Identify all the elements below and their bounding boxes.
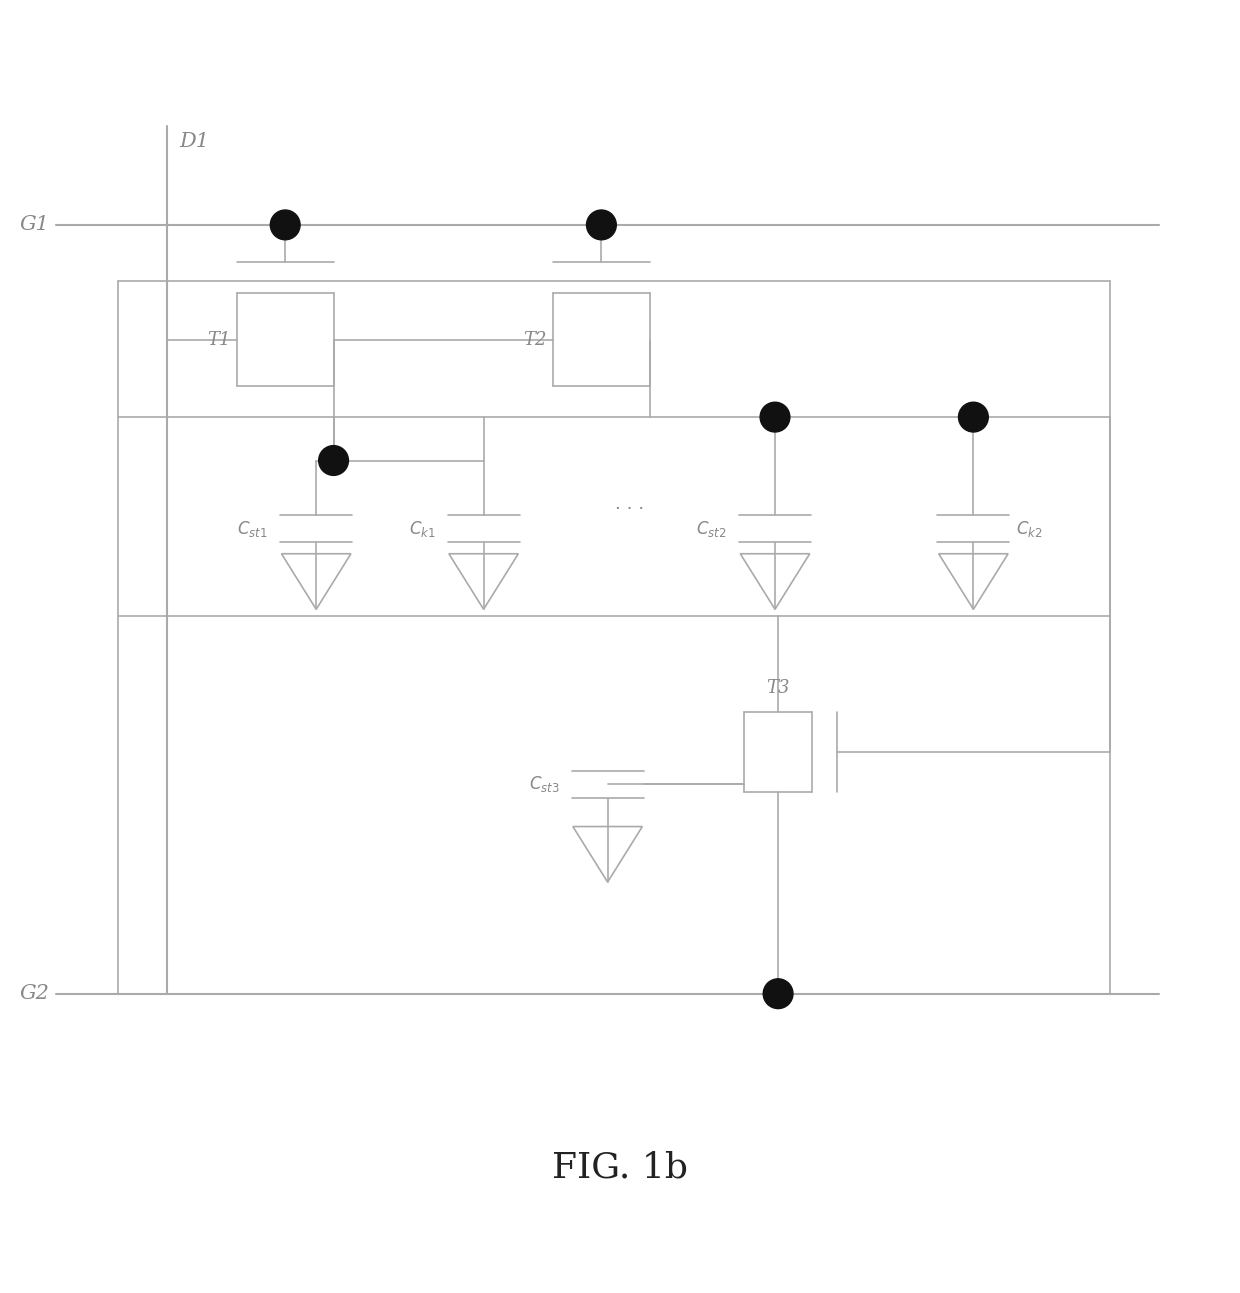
Circle shape xyxy=(587,209,616,239)
Text: FIG. 1b: FIG. 1b xyxy=(552,1151,688,1184)
Text: G2: G2 xyxy=(20,984,50,1003)
Circle shape xyxy=(959,402,988,432)
Circle shape xyxy=(270,209,300,239)
Text: T3: T3 xyxy=(766,679,790,697)
Circle shape xyxy=(760,402,790,432)
Text: T1: T1 xyxy=(207,331,231,349)
Text: T2: T2 xyxy=(523,331,547,349)
Text: $C_{st3}$: $C_{st3}$ xyxy=(528,775,559,794)
Text: $C_{st2}$: $C_{st2}$ xyxy=(696,518,727,539)
Text: $C_{st1}$: $C_{st1}$ xyxy=(237,518,268,539)
Circle shape xyxy=(319,446,348,476)
Circle shape xyxy=(763,979,794,1009)
Text: G1: G1 xyxy=(20,216,50,234)
Text: $C_{k2}$: $C_{k2}$ xyxy=(1016,518,1042,539)
Text: $C_{k1}$: $C_{k1}$ xyxy=(408,518,435,539)
Text: D1: D1 xyxy=(180,132,210,151)
Text: . . .: . . . xyxy=(615,495,644,513)
